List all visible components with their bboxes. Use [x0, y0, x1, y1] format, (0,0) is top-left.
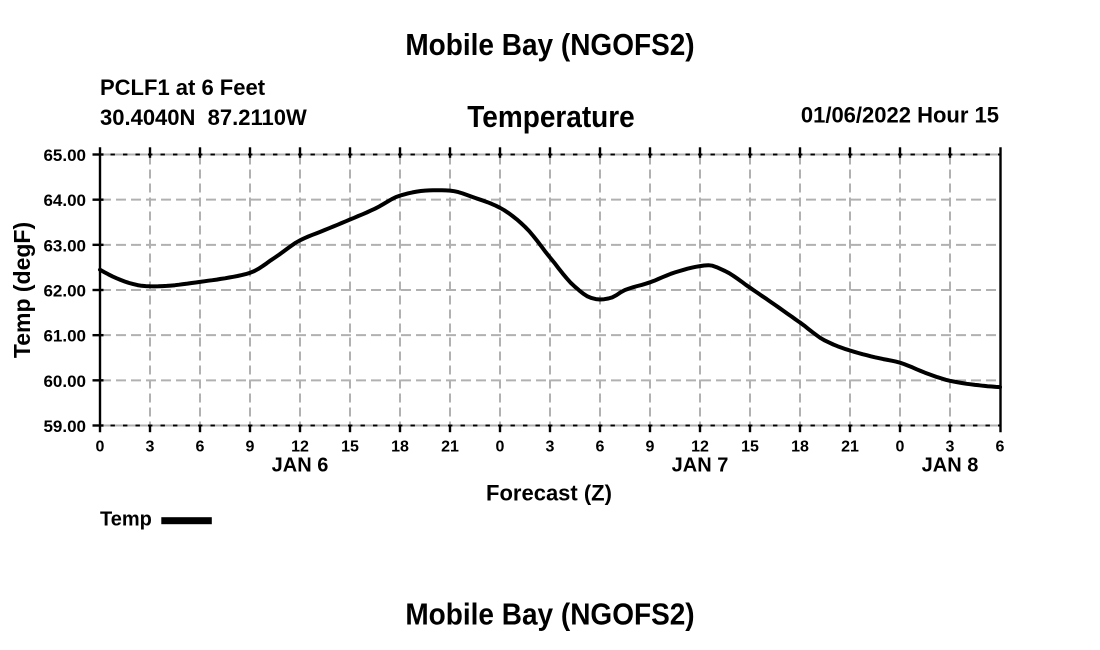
svg-text:18: 18: [391, 439, 409, 456]
svg-text:12: 12: [691, 439, 709, 456]
svg-text:64.00: 64.00: [43, 191, 86, 210]
svg-text:0: 0: [496, 439, 505, 456]
svg-text:62.00: 62.00: [43, 282, 86, 301]
svg-text:18: 18: [791, 439, 809, 456]
svg-text:0: 0: [96, 439, 105, 456]
svg-text:9: 9: [246, 439, 255, 456]
svg-text:21: 21: [441, 439, 459, 456]
svg-text:01/06/2022 Hour 15: 01/06/2022 Hour 15: [801, 103, 999, 128]
svg-text:Temp (degF): Temp (degF): [9, 222, 35, 358]
svg-text:PCLF1 at 6 Feet: PCLF1 at 6 Feet: [100, 75, 266, 100]
svg-text:3: 3: [946, 439, 955, 456]
svg-text:15: 15: [741, 439, 759, 456]
svg-text:Temp: Temp: [100, 509, 152, 531]
svg-text:59.00: 59.00: [43, 417, 86, 436]
svg-text:6: 6: [596, 439, 605, 456]
svg-text:Mobile Bay (NGOFS2): Mobile Bay (NGOFS2): [405, 28, 694, 63]
svg-text:3: 3: [146, 439, 155, 456]
svg-text:Forecast (Z): Forecast (Z): [486, 481, 612, 506]
svg-text:6: 6: [196, 439, 205, 456]
svg-text:Mobile Bay (NGOFS2): Mobile Bay (NGOFS2): [405, 597, 694, 632]
svg-text:JAN 6: JAN 6: [272, 455, 329, 477]
svg-text:65.00: 65.00: [43, 146, 86, 165]
svg-text:0: 0: [896, 439, 905, 456]
svg-text:JAN 8: JAN 8: [922, 455, 979, 477]
svg-text:6: 6: [996, 439, 1005, 456]
svg-text:Temperature: Temperature: [467, 100, 634, 135]
svg-text:3: 3: [546, 439, 555, 456]
svg-text:61.00: 61.00: [43, 327, 86, 346]
svg-text:JAN 7: JAN 7: [672, 455, 729, 477]
svg-text:30.4040N 87.2110W: 30.4040N 87.2110W: [100, 105, 307, 130]
svg-text:60.00: 60.00: [43, 372, 86, 391]
svg-text:9: 9: [646, 439, 655, 456]
svg-text:63.00: 63.00: [43, 236, 86, 255]
svg-text:12: 12: [291, 439, 309, 456]
svg-text:15: 15: [341, 439, 359, 456]
svg-text:21: 21: [841, 439, 859, 456]
